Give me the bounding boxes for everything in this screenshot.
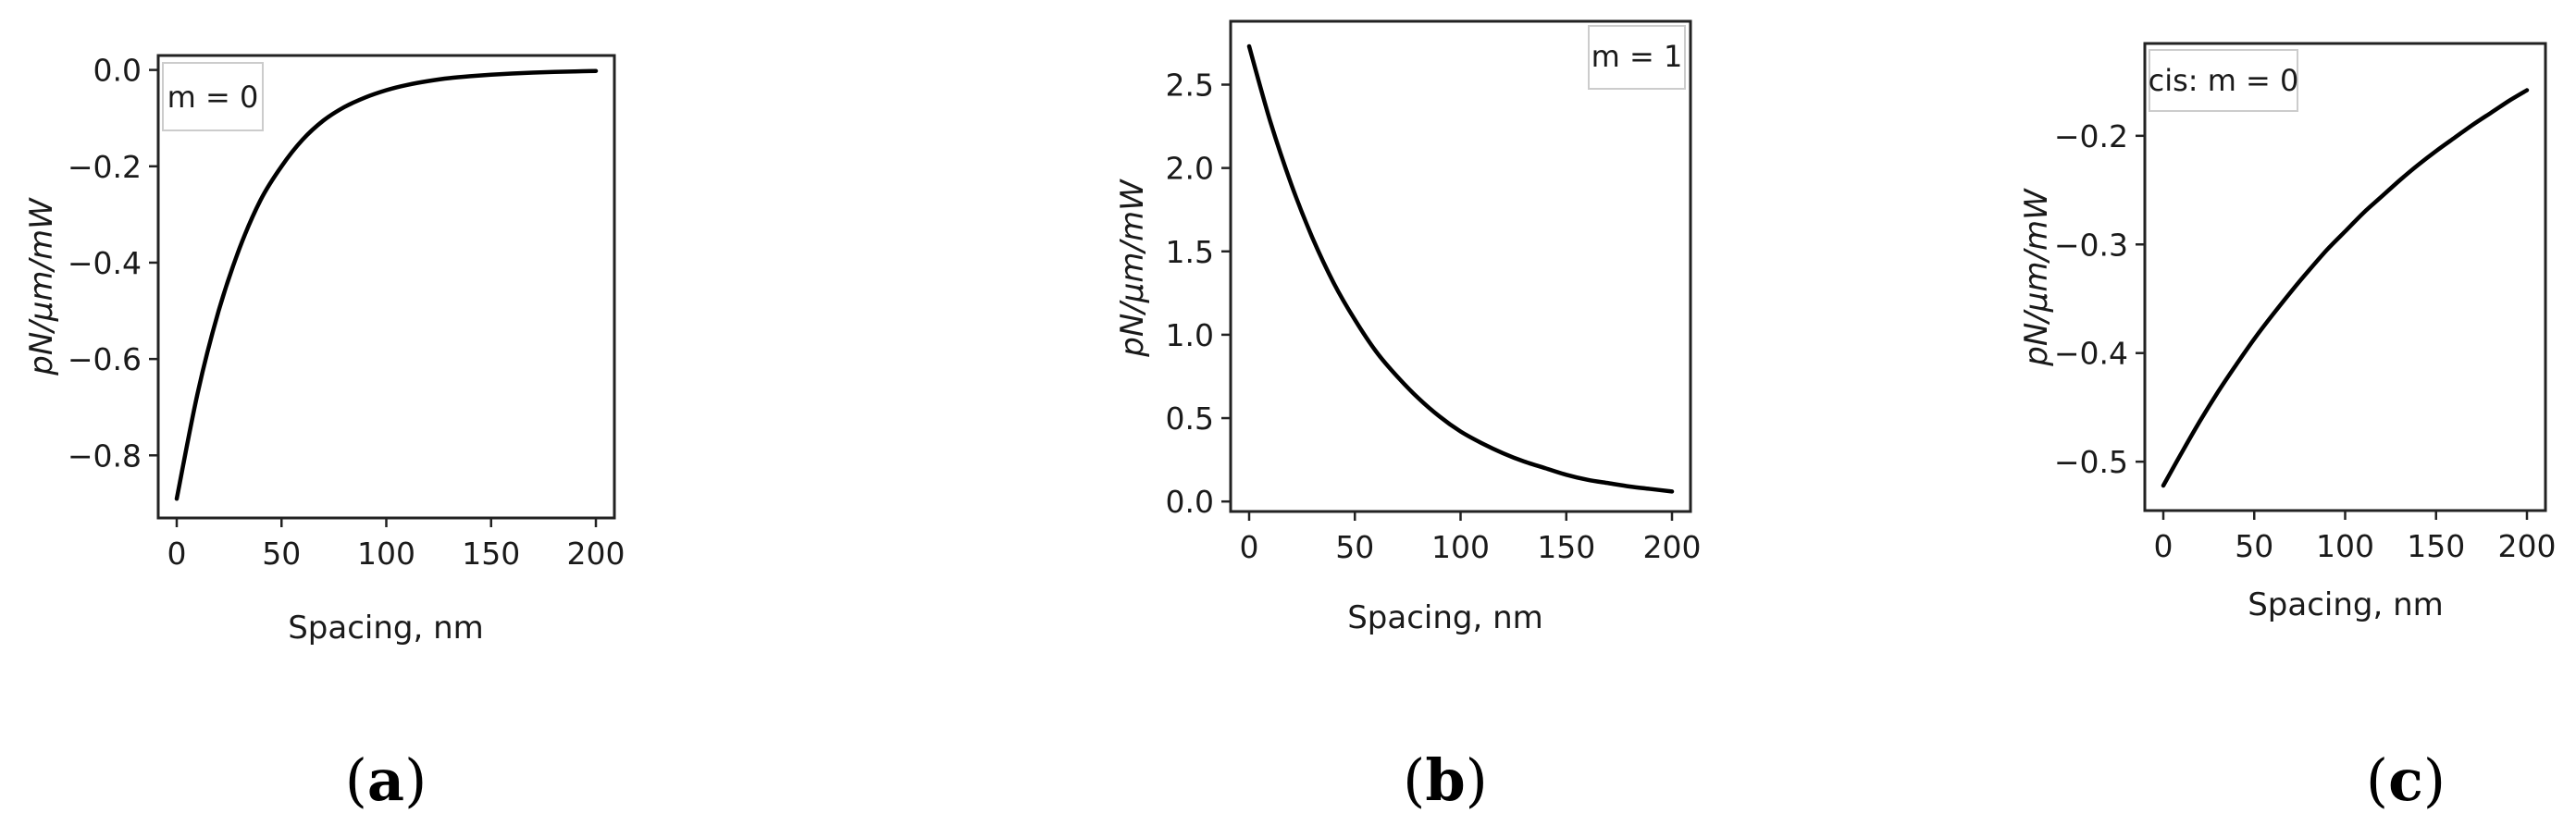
legend-label: m = 0 [167, 80, 259, 115]
x-axis-ticks: 0 50 100 150 200 [167, 518, 625, 572]
y-tick-label: 0.0 [93, 53, 142, 89]
x-tick-label: 150 [462, 536, 520, 572]
legend-box: m = 0 [162, 62, 264, 131]
panel-letter: a [367, 746, 404, 814]
x-tick-label: 50 [1335, 529, 1374, 565]
x-axis-title: Spacing, nm [2248, 586, 2444, 623]
panel-label: (b) [1403, 746, 1488, 814]
y-axis-ticks: −0.2 −0.3 −0.4 −0.5 [2054, 118, 2145, 480]
y-tick-label: 1.0 [1166, 317, 1214, 353]
y-tick-label: −0.6 [68, 341, 142, 377]
y-tick-label: 0.0 [1166, 484, 1214, 520]
y-axis-ticks: 0.0 0.5 1.0 1.5 2.0 2.5 [1166, 68, 1231, 520]
y-tick-label: 2.0 [1166, 151, 1214, 187]
panel-letter: b [1425, 746, 1465, 814]
x-tick-label: 100 [357, 536, 415, 572]
x-tick-label: 0 [167, 536, 187, 572]
legend-label: cis: m = 0 [2149, 63, 2299, 98]
panel-b-chart: 0 50 100 150 200 0.0 0.5 1.0 1.5 2.0 2.5 m = 1 Sp… [1114, 19, 1702, 814]
y-tick-label: −0.8 [68, 437, 142, 474]
data-line [1246, 43, 1675, 494]
x-tick-label: 100 [2316, 528, 2374, 564]
y-tick-label: −0.4 [2054, 336, 2128, 372]
x-tick-label: 200 [567, 536, 625, 572]
panel-a-chart: 0 50 100 150 200 0.0 −0.2 −0.4 −0.6 −0.8 m = 0 S… [23, 53, 625, 814]
data-line [174, 68, 599, 501]
y-tick-label: −0.2 [68, 149, 142, 185]
legend-label: m = 1 [1591, 39, 1683, 74]
y-tick-label: −0.2 [2054, 118, 2128, 154]
y-axis-ticks: 0.0 −0.2 −0.4 −0.6 −0.8 [68, 53, 158, 474]
y-tick-label: −0.3 [2054, 227, 2128, 263]
x-tick-label: 50 [2235, 528, 2273, 564]
x-tick-label: 200 [2498, 528, 2557, 564]
panel-label: (c) [2366, 746, 2446, 814]
x-tick-label: 150 [1537, 529, 1595, 565]
plot-area-frame [2143, 42, 2547, 512]
x-tick-label: 200 [1643, 529, 1702, 565]
x-axis-ticks: 0 50 100 150 200 [1240, 511, 1702, 565]
panel-label: (a) [345, 746, 427, 814]
plot-area-frame [1229, 19, 1692, 513]
y-tick-label: 0.5 [1166, 401, 1214, 437]
x-tick-label: 0 [1240, 529, 1259, 565]
y-tick-label: −0.5 [2054, 444, 2128, 480]
y-tick-label: −0.4 [68, 245, 142, 281]
legend-box: cis: m = 0 [2149, 49, 2299, 112]
data-line [2161, 88, 2530, 488]
y-axis-title: pN/μm/mW [2018, 188, 2055, 367]
y-tick-label: 1.5 [1166, 234, 1214, 270]
y-axis-title: pN/μm/mW [23, 197, 60, 376]
x-tick-label: 0 [2154, 528, 2174, 564]
x-axis-ticks: 0 50 100 150 200 [2154, 511, 2557, 564]
legend-box: m = 1 [1588, 25, 1686, 90]
x-axis-title: Spacing, nm [1347, 599, 1543, 636]
panel-c-chart: 0 50 100 150 200 −0.2 −0.3 −0.4 −0.5 cis: m = 0… [2018, 42, 2557, 814]
panel-letter: c [2388, 746, 2423, 814]
x-tick-label: 50 [262, 536, 301, 572]
x-tick-label: 100 [1431, 529, 1490, 565]
y-tick-label: 2.5 [1166, 68, 1214, 104]
y-axis-title: pN/μm/mW [1114, 179, 1151, 358]
x-axis-title: Spacing, nm [288, 610, 484, 647]
x-tick-label: 150 [2407, 528, 2465, 564]
